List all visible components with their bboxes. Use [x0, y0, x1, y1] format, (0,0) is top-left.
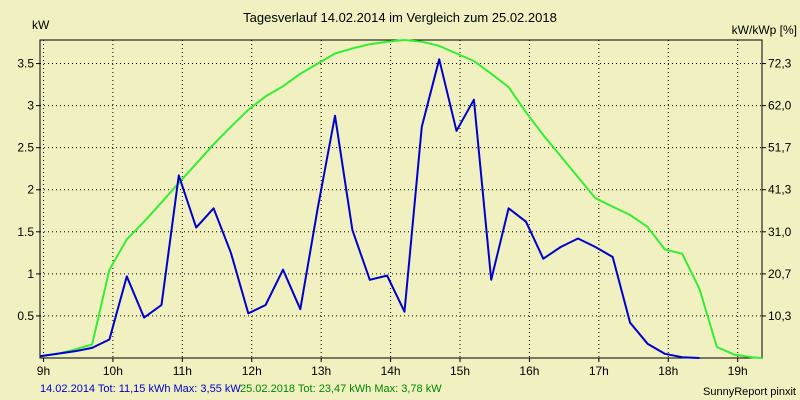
y-axis-left-label: kW [32, 18, 50, 32]
x-tick-label: 17h [589, 364, 609, 378]
x-tick-label: 13h [311, 364, 331, 378]
chart-title: Tagesverlauf 14.02.2014 im Vergleich zum… [243, 10, 557, 25]
x-tick-label: 9h [37, 364, 50, 378]
x-tick-label: 15h [450, 364, 470, 378]
y-tick-label-right: 10,3 [768, 309, 792, 323]
y-axis-right-label: kW/kWp [%] [732, 23, 797, 37]
y-tick-label-right: 51,7 [768, 141, 792, 155]
plot-area [39, 39, 763, 359]
footer-series-2-summary: 25.02.2018 Tot: 23,47 kWh Max: 3,78 kW [240, 383, 442, 395]
x-tick-label: 11h [173, 364, 192, 378]
y-tick-label-right: 41,3 [768, 183, 792, 197]
y-tick-label-left: 3.5 [17, 57, 34, 71]
grid [40, 40, 762, 358]
footer-credit: SunnyReport pinxit [703, 386, 796, 398]
y-tick-label-right: 72,3 [768, 57, 792, 71]
ticks-layer: 9h 10h 11h 12h 13h 14h 15h 16h 17h 18h 19h 0.5 1 1.5 2… [17, 57, 791, 378]
y-tick-label-left: 3 [27, 99, 34, 113]
x-tick-label: 19h [728, 364, 748, 378]
y-tick-label-right: 62,0 [768, 99, 792, 113]
footer-series-1-summary: 14.02.2014 Tot: 11,15 kWh Max: 3,55 kW [40, 383, 241, 395]
x-tick-label: 14h [381, 364, 401, 378]
series-layer [39, 39, 763, 359]
y-tick-label-left: 0.5 [17, 309, 34, 323]
y-tick-label-right: 31,0 [768, 225, 792, 239]
y-tick-label-left: 1.5 [17, 225, 34, 239]
series-line-2 [39, 39, 763, 359]
y-tick-label-left: 1 [27, 267, 34, 281]
x-tick-label: 12h [242, 364, 262, 378]
x-tick-label: 16h [519, 364, 539, 378]
series-line-1 [39, 58, 700, 359]
y-tick-label-left: 2.5 [17, 141, 34, 155]
x-tick-label: 18h [658, 364, 678, 378]
y-tick-label-left: 2 [27, 183, 34, 197]
y-tick-label-right: 20,7 [768, 267, 792, 281]
x-tick-label: 10h [103, 364, 123, 378]
